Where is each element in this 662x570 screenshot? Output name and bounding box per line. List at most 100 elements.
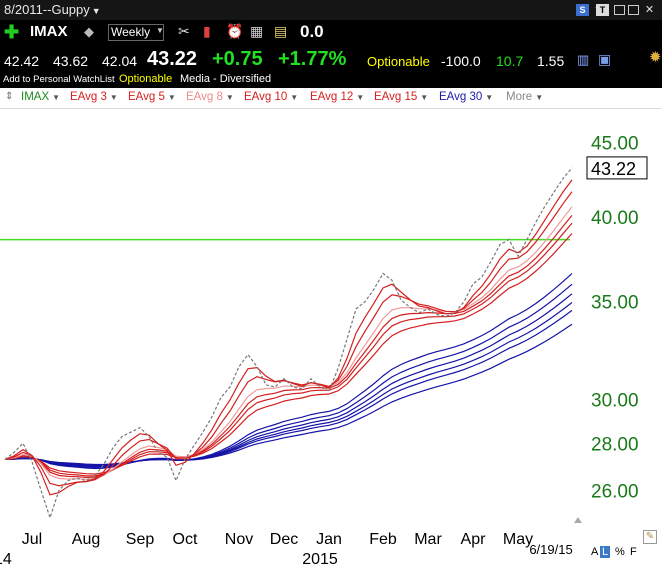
stat-value-3: 1.55 <box>537 53 565 69</box>
ema-3-line <box>4 179 573 496</box>
legend-more[interactable]: More ▼ <box>506 91 543 103</box>
database-icon[interactable]: ▥ <box>577 52 590 67</box>
chevron-down-icon: ▼ <box>225 93 234 102</box>
alarm-clock-icon[interactable]: ⏰ <box>226 23 244 39</box>
chevron-down-icon: ▼ <box>167 93 176 102</box>
info-bar: Add to Personal WatchList Optionable Med… <box>0 73 662 88</box>
ema-60-line <box>4 323 573 466</box>
y-tick-label: 35.00 <box>591 293 639 314</box>
optionable-tag: Optionable <box>119 73 173 85</box>
chevron-down-icon: ▼ <box>485 93 494 102</box>
ema-15-line <box>4 233 573 475</box>
legend-item-eavg3[interactable]: EAvg 3 ▼ <box>70 91 118 103</box>
legend-label: EAvg 15 <box>374 91 418 103</box>
x-tick-label: Oct <box>173 531 198 548</box>
t-button[interactable]: T <box>596 4 609 16</box>
y-tick-label: 30.00 <box>591 391 639 412</box>
symbol-toolbar: ✚ IMAX ◆ Weekly ▼ ✂ ▮ ⏰ ▦ ▤ 0.0 <box>0 20 662 44</box>
period-selector[interactable]: Weekly <box>108 24 164 41</box>
chevron-down-icon: ▼ <box>356 93 365 102</box>
chevron-down-icon: ▼ <box>91 6 101 16</box>
fit-button[interactable]: F <box>630 546 637 558</box>
updown-arrows-icon[interactable]: ⇕ <box>5 91 14 102</box>
legend-label: IMAX <box>21 91 50 103</box>
legend-item-eavg5[interactable]: EAvg 5 ▼ <box>128 91 176 103</box>
indicator-legend: ⇕ IMAX ▼ EAvg 3 ▼ EAvg 5 ▼ EAvg 8 ▼ EAvg 10 ▼… <box>0 88 662 109</box>
chevron-down-icon: ▼ <box>535 93 544 102</box>
last-price: 43.22 <box>147 48 198 70</box>
chevron-down-icon: ▼ <box>156 26 164 35</box>
legend-label: EAvg 10 <box>244 91 288 103</box>
scroll-marker-icon <box>574 517 582 523</box>
maximize-window-icon[interactable] <box>628 5 639 15</box>
tools-icon[interactable]: ✂ <box>178 23 190 39</box>
ema-8-line <box>4 206 573 480</box>
legend-label: EAvg 8 <box>186 91 223 103</box>
s-button[interactable]: S <box>576 4 589 16</box>
last-price-label: 43.22 <box>591 159 636 179</box>
settings-gear-icon[interactable]: ✹ <box>649 49 662 66</box>
ema-40-line <box>4 293 573 468</box>
legend-item-eavg8[interactable]: EAvg 8 ▼ <box>186 91 234 103</box>
x-tick-label: Feb <box>369 531 397 548</box>
low-price: 42.04 <box>102 53 138 69</box>
add-symbol-icon[interactable]: ✚ <box>4 22 20 42</box>
layout-title: 8/2011--Guppy <box>4 2 90 17</box>
ema-35-line <box>4 283 573 469</box>
auto-scale-button[interactable]: A <box>591 546 599 558</box>
y-tick-label: 26.00 <box>591 481 639 502</box>
close-icon[interactable]: ✕ <box>644 4 655 16</box>
ema-10-line <box>4 215 573 479</box>
chevron-down-icon: ▼ <box>52 93 61 102</box>
ema-50-line <box>4 309 573 467</box>
save-icon[interactable]: ▣ <box>598 51 612 67</box>
x-tick-label: Jan <box>316 531 342 548</box>
legend-label: EAvg 12 <box>310 91 354 103</box>
last-price-box <box>586 156 648 180</box>
price-line <box>4 167 573 520</box>
chevron-down-icon: ▼ <box>109 93 118 102</box>
ema-5-line <box>4 191 573 487</box>
legend-item-eavg12[interactable]: EAvg 12 ▼ <box>310 91 364 103</box>
legend-label: EAvg 30 <box>439 91 483 103</box>
legend-item-eavg30[interactable]: EAvg 30 ▼ <box>439 91 493 103</box>
log-scale-button[interactable]: L <box>600 546 611 558</box>
industry-label: Media - Diversified <box>180 73 272 85</box>
legend-item-eavg10[interactable]: EAvg 10 ▼ <box>244 91 298 103</box>
stat-value-1: -100.0 <box>441 53 481 69</box>
chevron-down-icon: ▼ <box>420 93 429 102</box>
period-value: Weekly <box>111 25 151 39</box>
x-tick-label: Aug <box>72 531 100 548</box>
quote-bar: 42.42 43.62 42.04 43.22 +0.75 +1.77% Opt… <box>0 44 662 74</box>
layout-selector[interactable]: 8/2011--Guppy ▼ <box>4 2 101 17</box>
chevron-down-icon: ▼ <box>290 93 299 102</box>
open-price: 42.42 <box>4 53 40 69</box>
window-title-bar: 8/2011--Guppy▼ S ▼ T ✕ <box>0 0 662 20</box>
ema-30-line <box>4 273 573 470</box>
x-tick-label: May <box>503 531 533 548</box>
draw-pencil-icon[interactable]: ✎ <box>643 530 657 544</box>
add-to-watchlist-link[interactable]: Add to Personal WatchList <box>3 74 115 85</box>
net-change-top: 0.0 <box>300 22 324 41</box>
cube-icon[interactable]: ◆ <box>84 24 94 39</box>
percent-scale-button[interactable]: % <box>615 546 625 558</box>
legend-item-imax[interactable]: IMAX ▼ <box>21 91 60 103</box>
calculator-icon[interactable]: ▦ <box>250 23 264 39</box>
x-tick-label: Mar <box>414 531 442 548</box>
date-label: 6/19/15 <box>529 542 572 557</box>
stat-value-2: 10.7 <box>496 53 524 69</box>
x-tick-label: Jul <box>22 531 42 548</box>
ema-12-line <box>4 222 573 477</box>
symbol-name[interactable]: IMAX <box>30 23 68 40</box>
price-chart[interactable]: 45.00 40.00 35.00 30.00 28.00 26.00 43.22 Jul Au… <box>0 108 662 570</box>
legend-item-eavg15[interactable]: EAvg 15 ▼ <box>374 91 428 103</box>
legend-label: EAvg 5 <box>128 91 165 103</box>
candlestick-icon[interactable]: ▮ <box>203 23 211 39</box>
y-tick-label: 40.00 <box>591 208 639 229</box>
net-change: +0.75 <box>212 48 263 70</box>
note-icon[interactable]: ▤ <box>274 23 288 39</box>
x-tick-label: Nov <box>225 531 253 548</box>
restore-window-icon[interactable] <box>614 5 625 15</box>
x-year-label: 14 <box>0 551 12 568</box>
optionable-label: Optionable <box>367 54 430 69</box>
